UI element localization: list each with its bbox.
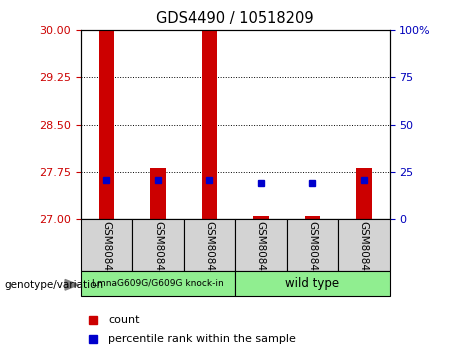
FancyBboxPatch shape [287,219,338,271]
FancyBboxPatch shape [81,219,132,271]
Text: GSM808403: GSM808403 [101,221,112,284]
Bar [305,216,320,219]
Title: GDS4490 / 10518209: GDS4490 / 10518209 [156,11,314,26]
Text: GSM808406: GSM808406 [256,221,266,284]
Text: GSM808407: GSM808407 [307,221,317,284]
Text: count: count [108,315,140,325]
FancyBboxPatch shape [81,271,235,296]
Text: GSM808404: GSM808404 [153,221,163,284]
Text: GSM808405: GSM808405 [204,221,214,284]
FancyBboxPatch shape [235,219,287,271]
Bar [356,168,372,219]
Bar [253,216,269,219]
Bar [99,30,114,219]
Text: GSM808408: GSM808408 [359,221,369,284]
FancyBboxPatch shape [235,271,390,296]
FancyBboxPatch shape [338,219,390,271]
Text: wild type: wild type [285,277,339,290]
FancyBboxPatch shape [132,219,183,271]
Polygon shape [65,280,78,290]
Text: LmnaG609G/G609G knock-in: LmnaG609G/G609G knock-in [92,279,224,288]
Text: genotype/variation: genotype/variation [5,280,104,290]
Text: percentile rank within the sample: percentile rank within the sample [108,333,296,344]
FancyBboxPatch shape [183,219,235,271]
Bar [150,168,165,219]
Bar [201,30,217,219]
